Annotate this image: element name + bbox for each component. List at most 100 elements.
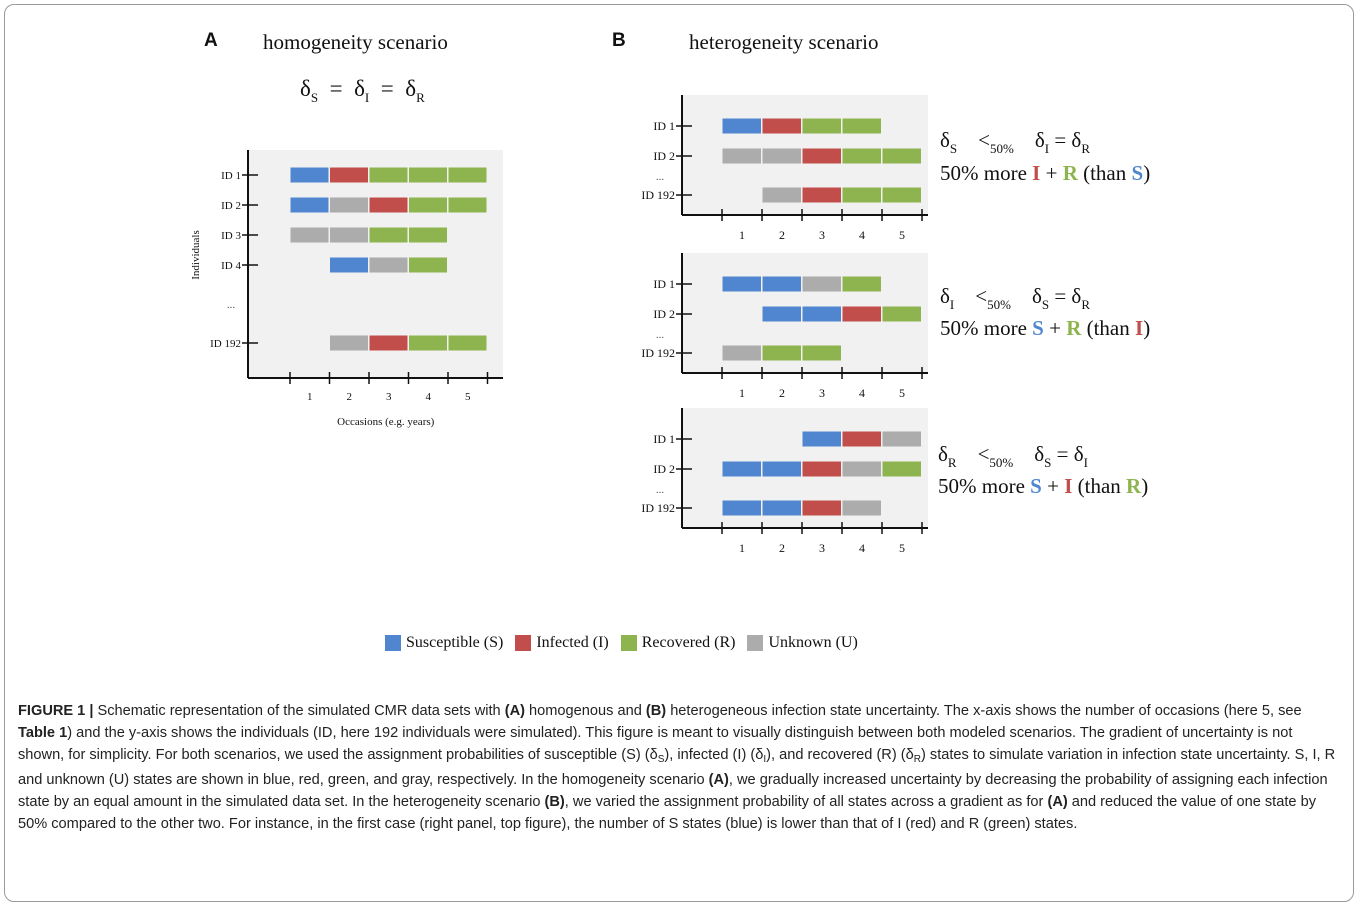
caption-table-ref: Table 1 bbox=[18, 725, 68, 742]
panel-a-x-tick-label: 2 bbox=[347, 391, 353, 403]
panel-b-cell-recovered bbox=[802, 345, 841, 361]
panel-b-x-tick-label: 1 bbox=[739, 541, 745, 555]
panel-b-x-tick-label: 2 bbox=[779, 228, 785, 242]
panel-b-row-id: ID 2 bbox=[653, 307, 675, 321]
panel-a-ellipsis: ... bbox=[227, 299, 236, 311]
panel-b-cell-susceptible bbox=[722, 461, 761, 477]
panel-a-row-id: ID 192 bbox=[210, 338, 241, 350]
panel-b-row-id: ID 1 bbox=[653, 432, 675, 446]
panel-b-ellipsis: ... bbox=[656, 329, 665, 341]
legend-swatch-unknown bbox=[747, 635, 764, 651]
panel-b-cell-unknown bbox=[722, 148, 761, 164]
panel-b-cell-infected bbox=[842, 431, 881, 447]
panel-a-cell-recovered bbox=[448, 167, 487, 183]
panel-b-cell-recovered bbox=[882, 306, 921, 322]
panel-a-cell-recovered bbox=[448, 335, 487, 351]
panel-b-letter: B bbox=[612, 30, 626, 51]
panel-a-chart: 1 2 3 4 5 ID 1 ID 2 ID 3 ID 4 ID 192... Individual… bbox=[190, 150, 503, 428]
panel-a-cell-recovered bbox=[409, 167, 447, 183]
panel-b-cell-susceptible bbox=[762, 276, 801, 292]
panel-a-row-id: ID 2 bbox=[221, 200, 241, 212]
panel-b-row-id: ID 2 bbox=[653, 462, 675, 476]
panel-a-letter: A bbox=[204, 30, 218, 51]
legend-item-recovered: Recovered (R) bbox=[620, 634, 736, 652]
figure-frame bbox=[4, 4, 1354, 902]
panel-b-cell-susceptible bbox=[722, 500, 761, 516]
condition-1: δS <50% δI = δR bbox=[940, 128, 1090, 156]
panel-b-x-tick-label: 1 bbox=[739, 386, 745, 400]
panel-a-cell-infected bbox=[330, 167, 368, 183]
panel-b-cell-recovered bbox=[882, 461, 921, 477]
panel-a-x-tick-label: 3 bbox=[386, 391, 392, 403]
condition-3: δR <50% δS = δI bbox=[938, 442, 1088, 470]
panel-a-cell-infected bbox=[369, 197, 408, 213]
panel-a-cell-unknown bbox=[290, 227, 329, 243]
panel-b-cell-unknown bbox=[762, 187, 801, 203]
panel-b-cell-recovered bbox=[842, 148, 881, 164]
panel-b-x-tick-label: 2 bbox=[779, 541, 785, 555]
panel-b-cell-unknown bbox=[882, 431, 921, 447]
more-text-1: 50% more I + R (than S) bbox=[940, 161, 1151, 185]
panel-a-cell-recovered bbox=[409, 335, 447, 351]
panel-a-row-id: ID 4 bbox=[221, 260, 241, 272]
legend-label-recovered: Recovered (R) bbox=[641, 634, 736, 651]
panel-b-cell-infected bbox=[762, 118, 801, 134]
panel-b-cell-recovered bbox=[882, 148, 921, 164]
legend-label-susceptible: Susceptible (S) bbox=[406, 634, 504, 651]
panel-a-cell-recovered bbox=[448, 197, 487, 213]
legend-item-infected: Infected (I) bbox=[515, 634, 609, 652]
more-text-2: 50% more S + R (than I) bbox=[940, 316, 1151, 340]
legend-label-infected: Infected (I) bbox=[536, 634, 609, 651]
panel-b-x-tick-label: 4 bbox=[859, 541, 865, 555]
panel-b-subplot-1: 1 2 3 4 5 ID 1 ID 2 ID 192... bbox=[641, 95, 928, 242]
panel-a-equation: δS = δI = δR bbox=[300, 76, 425, 105]
legend-label-unknown: Unknown (U) bbox=[768, 634, 858, 651]
panel-b-cell-infected bbox=[802, 187, 841, 203]
legend-item-susceptible: Susceptible (S) bbox=[385, 634, 503, 652]
panel-b-cell-recovered bbox=[842, 276, 881, 292]
panel-a-cell-susceptible bbox=[330, 257, 368, 273]
panel-b-cell-unknown bbox=[842, 461, 881, 477]
panel-a-cell-unknown bbox=[369, 257, 408, 273]
condition-2: δI <50% δS = δR bbox=[940, 284, 1090, 312]
legend-item-unknown: Unknown (U) bbox=[747, 634, 858, 652]
panel-b-title: heterogeneity scenario bbox=[689, 30, 879, 54]
panel-b-cell-infected bbox=[842, 306, 881, 322]
panel-b-row-id: ID 1 bbox=[653, 119, 675, 133]
panel-b-x-tick-label: 3 bbox=[819, 228, 825, 242]
panel-a-cell-unknown bbox=[330, 335, 368, 351]
panel-a-cell-unknown bbox=[330, 197, 368, 213]
panel-b-cell-unknown bbox=[722, 345, 761, 361]
panel-b-cell-recovered bbox=[842, 187, 881, 203]
panel-b-x-tick-label: 5 bbox=[899, 386, 905, 400]
panel-b-cell-susceptible bbox=[722, 118, 761, 134]
panel-a-cell-unknown bbox=[330, 227, 368, 243]
panel-b-cell-susceptible bbox=[802, 431, 841, 447]
panel-a-x-tick-label: 5 bbox=[465, 391, 471, 403]
panel-b-x-tick-label: 3 bbox=[819, 386, 825, 400]
legend-swatch-infected bbox=[515, 635, 532, 651]
panel-b-x-tick-label: 2 bbox=[779, 386, 785, 400]
panel-b-subplot-2: 1 2 3 4 5 ID 1 ID 2 ID 192... bbox=[641, 253, 928, 400]
caption-figure-label: FIGURE 1 | bbox=[18, 703, 94, 719]
panel-b-row-id: ID 192 bbox=[641, 346, 675, 360]
panel-a-cell-infected bbox=[369, 335, 408, 351]
panel-b-cell-unknown bbox=[842, 500, 881, 516]
panel-a-row-id: ID 1 bbox=[221, 170, 241, 182]
figure-caption: FIGURE 1 | Schematic representation of t… bbox=[18, 703, 1336, 833]
panel-b-cell-unknown bbox=[802, 276, 841, 292]
panel-b-cell-susceptible bbox=[762, 461, 801, 477]
panel-a-cell-recovered bbox=[369, 227, 408, 243]
panel-a-cell-susceptible bbox=[290, 167, 329, 183]
panel-b-ellipsis: ... bbox=[656, 171, 665, 183]
panel-b-row-id: ID 1 bbox=[653, 277, 675, 291]
panel-b-cell-recovered bbox=[802, 118, 841, 134]
panel-b-x-tick-label: 1 bbox=[739, 228, 745, 242]
panel-b-x-tick-label: 5 bbox=[899, 541, 905, 555]
panel-b-cell-unknown bbox=[762, 148, 801, 164]
panel-a-cell-recovered bbox=[409, 197, 447, 213]
panel-a-x-tick-label: 1 bbox=[307, 391, 313, 403]
legend: Susceptible (S) Infected (I) Recovered (… bbox=[385, 634, 870, 652]
panel-b-x-tick-label: 3 bbox=[819, 541, 825, 555]
panel-b-cell-recovered bbox=[882, 187, 921, 203]
